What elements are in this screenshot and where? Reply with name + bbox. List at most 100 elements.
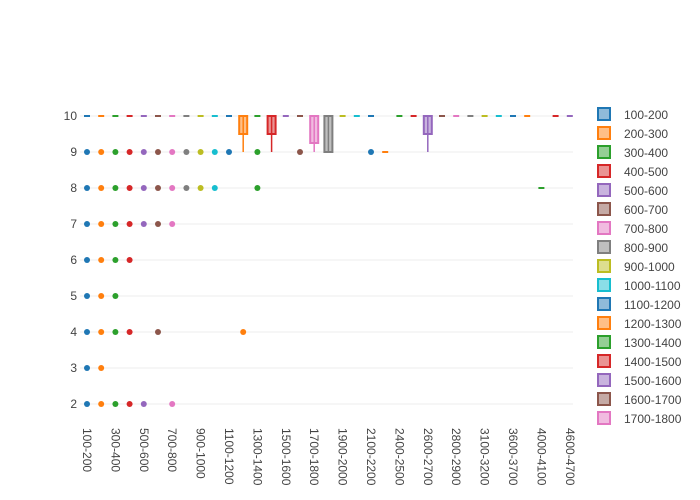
legend-swatch: [597, 297, 611, 311]
legend-swatch: [597, 107, 611, 121]
outlier-point: [98, 293, 105, 299]
outlier-point: [155, 149, 161, 155]
x-tick-label: 1700-1800: [307, 428, 321, 486]
outlier-point: [126, 329, 133, 335]
x-tick-label: 2800-2900: [449, 428, 463, 486]
legend-label: 900-1000: [624, 260, 675, 274]
legend-item[interactable]: 1600-1700: [597, 392, 682, 407]
box-trace: [368, 115, 374, 155]
outlier-point: [169, 185, 176, 191]
outlier-point: [98, 365, 105, 371]
legend-item[interactable]: 200-300: [597, 126, 668, 141]
legend-swatch: [597, 164, 611, 178]
outlier-point: [84, 221, 90, 227]
x-tick-label: 1900-2000: [336, 428, 350, 486]
outlier-point: [112, 293, 119, 299]
outlier-point: [84, 293, 90, 299]
legend-item[interactable]: 900-1000: [597, 259, 675, 274]
outlier-point: [211, 185, 218, 191]
x-tick-label: 1100-1200: [222, 428, 236, 485]
legend-label: 200-300: [624, 127, 668, 141]
legend-item[interactable]: 1500-1600: [597, 373, 682, 388]
box-trace: [112, 115, 119, 407]
outlier-point: [126, 185, 133, 191]
legend-item[interactable]: 100-200: [597, 107, 668, 122]
x-tick-label: 1300-1400: [250, 428, 264, 486]
outlier-point: [197, 185, 204, 191]
plot-area: [84, 115, 573, 407]
outlier-point: [155, 185, 161, 191]
box-trace: [126, 115, 133, 407]
legend-item[interactable]: 500-600: [597, 183, 668, 198]
legend-label: 600-700: [624, 203, 668, 217]
legend-item[interactable]: 600-700: [597, 202, 668, 217]
legend-label: 400-500: [624, 165, 668, 179]
outlier-point: [254, 185, 261, 191]
legend-item[interactable]: 800-900: [597, 240, 668, 255]
legend-label: 700-800: [624, 222, 668, 236]
outlier-point: [112, 329, 119, 335]
legend-label: 1600-1700: [624, 393, 682, 407]
box-trace: [197, 115, 204, 191]
outlier-point: [112, 185, 119, 191]
box-trace: [98, 115, 105, 407]
legend-label: 1200-1300: [624, 317, 682, 331]
outlier-point: [126, 401, 133, 407]
legend-item[interactable]: 1100-1200: [597, 297, 681, 312]
y-tick-label: 5: [70, 289, 77, 303]
box-trace: [266, 115, 277, 152]
legend-item[interactable]: 1700-1800: [597, 411, 682, 426]
legend-item[interactable]: 1200-1300: [597, 316, 682, 331]
x-tick-label: 100-200: [80, 428, 94, 472]
outlier-point: [126, 149, 133, 155]
box-body: [238, 115, 249, 135]
legend-item[interactable]: 1400-1500: [597, 354, 682, 369]
y-axis: 2 3 4 5 6 7 8 9 10: [64, 109, 78, 411]
outlier-point: [140, 401, 147, 407]
legend-swatch: [597, 240, 611, 254]
outlier-point: [226, 149, 232, 155]
y-tick-label: 3: [70, 361, 77, 375]
box-trace: [140, 115, 147, 407]
y-tick-label: 4: [70, 325, 77, 339]
legend[interactable]: 100-200 200-300 300-400 400-500 500-600 600-7…: [597, 107, 682, 426]
legend-item[interactable]: 700-800: [597, 221, 668, 236]
outlier-point: [84, 329, 90, 335]
x-tick-label: 900-1000: [194, 428, 208, 479]
legend-label: 100-200: [624, 108, 668, 122]
box-trace: [84, 115, 90, 407]
legend-item[interactable]: 300-400: [597, 145, 668, 160]
outlier-point: [112, 401, 119, 407]
legend-swatch: [597, 126, 611, 140]
legend-swatch: [597, 354, 611, 368]
outlier-point: [297, 149, 303, 155]
outlier-point: [84, 185, 90, 191]
y-tick-label: 10: [64, 109, 78, 123]
x-tick-label: 4000-4100: [534, 428, 548, 486]
outlier-point: [112, 221, 119, 227]
box-trace: [169, 115, 176, 407]
x-tick-label: 500-600: [137, 428, 151, 472]
x-tick-label: 1500-1600: [279, 428, 293, 486]
outlier-point: [169, 149, 176, 155]
outlier-point: [240, 329, 247, 335]
x-axis: 100-200 300-400 500-600 700-800 900-1000 1100…: [80, 428, 577, 486]
legend-item[interactable]: 1300-1400: [597, 335, 682, 350]
legend-item[interactable]: 1000-1100: [597, 278, 681, 293]
outlier-point: [126, 221, 133, 227]
outlier-point: [98, 401, 105, 407]
outlier-point: [140, 149, 147, 155]
box-body: [422, 115, 433, 135]
outlier-point: [84, 401, 90, 407]
box-trace: [297, 115, 303, 155]
legend-swatch: [597, 392, 611, 406]
legend-item[interactable]: 400-500: [597, 164, 668, 179]
outlier-point: [183, 149, 190, 155]
legend-swatch: [597, 335, 611, 349]
outlier-point: [140, 185, 147, 191]
x-tick-label: 4600-4700: [563, 428, 577, 486]
legend-label: 800-900: [624, 241, 668, 255]
box-trace: [211, 115, 218, 191]
legend-label: 1100-1200: [624, 298, 681, 312]
y-tick-label: 2: [70, 397, 77, 411]
